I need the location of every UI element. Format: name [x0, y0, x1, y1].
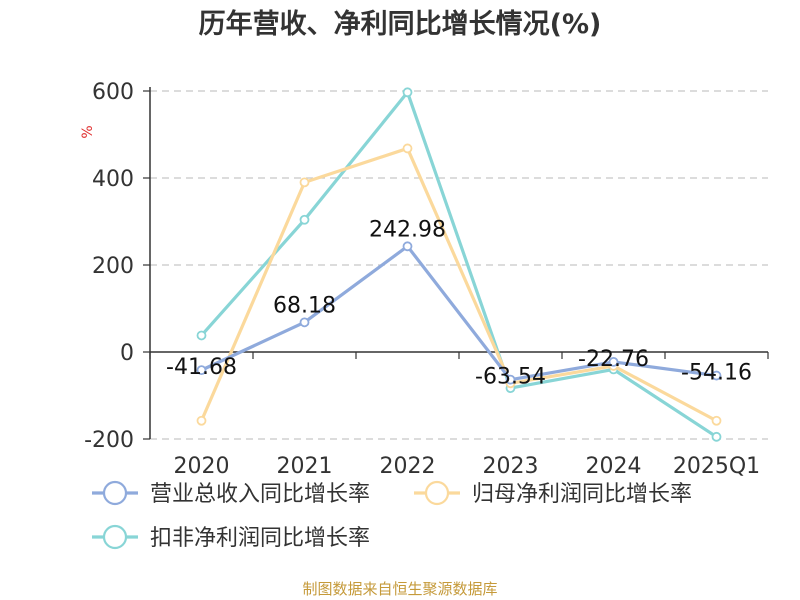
- data-point: [196, 330, 207, 341]
- data-label: -41.68: [166, 355, 237, 380]
- data-label: 68.18: [273, 293, 336, 318]
- data-label: -54.16: [681, 361, 752, 386]
- x-tick-label: 2024: [586, 454, 642, 479]
- data-point: [711, 431, 722, 442]
- x-tick-label: 2020: [174, 454, 230, 479]
- data-point: [299, 177, 310, 188]
- chart-title: 历年营收、净利同比增长情况(%): [199, 8, 602, 40]
- data-point: [711, 370, 722, 381]
- data-point: [505, 374, 516, 385]
- legend-label: 归母净利润同比增长率: [472, 482, 692, 507]
- legend-label: 营业总收入同比增长率: [150, 482, 370, 507]
- data-labels: -41.68 68.18 242.98 -63.54 -22.76 -54.16: [166, 217, 752, 389]
- x-tick-label: 2023: [483, 454, 539, 479]
- x-tick-label: 2022: [380, 454, 436, 479]
- series-line: [200, 244, 717, 382]
- x-tick-label: 2021: [277, 454, 333, 479]
- legend-marker: [424, 480, 450, 506]
- data-point: [711, 415, 722, 426]
- data-point: [402, 241, 413, 252]
- y-tick-label: 400: [92, 167, 134, 192]
- series-line: [200, 146, 718, 423]
- x-tick-labels: 2020 2021 2022 2023 2024 2025Q1: [174, 454, 761, 479]
- legend-marker: [102, 524, 128, 550]
- data-point: [196, 415, 207, 426]
- data-label: 242.98: [369, 217, 446, 242]
- x-tick-label: 2025Q1: [673, 454, 760, 479]
- data-point: [402, 87, 413, 98]
- y-tick-label: 0: [120, 341, 134, 366]
- data-point: [608, 357, 619, 367]
- y-tick-labels: 600 400 200 0 -200: [84, 80, 134, 453]
- legend-marker: [102, 480, 128, 506]
- data-point: [196, 365, 207, 376]
- data-point: [299, 317, 310, 328]
- gridlines: [143, 90, 768, 440]
- data-point: [402, 143, 413, 154]
- data-label: -22.76: [578, 347, 649, 372]
- y-tick-label: 600: [92, 80, 134, 105]
- data-point: [299, 214, 310, 225]
- series-lines: [196, 87, 722, 442]
- series-line: [200, 90, 718, 439]
- axes: [149, 87, 769, 439]
- data-label: -63.54: [475, 365, 546, 390]
- y-tick-label: 200: [92, 254, 134, 279]
- source-note: 制图数据来自恒生聚源数据库: [302, 580, 497, 598]
- y-axis-unit: %: [80, 125, 96, 138]
- legend-label: 扣非净利润同比增长率: [150, 526, 370, 551]
- y-tick-label: -200: [84, 428, 134, 453]
